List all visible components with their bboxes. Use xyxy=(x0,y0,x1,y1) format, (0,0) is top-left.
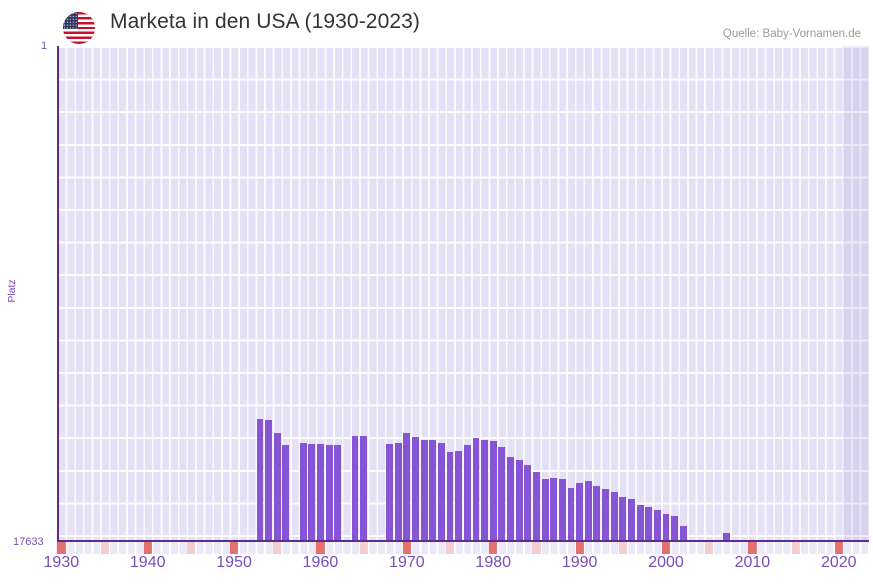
x-axis-tick-label: 2010 xyxy=(734,554,771,571)
x-axis-tick-label: 1980 xyxy=(475,554,512,571)
bar[interactable] xyxy=(429,439,437,542)
bar[interactable] xyxy=(282,445,290,542)
bar[interactable] xyxy=(256,418,264,542)
bar[interactable] xyxy=(489,441,497,542)
x-axis-minor-tick-mark xyxy=(705,542,714,554)
bar[interactable] xyxy=(627,498,635,542)
x-axis-minor-tick-mark xyxy=(445,542,455,554)
x-axis-ticks: 1930 1940 1950 1960 1970 1980 1990 2000 2010 2020 xyxy=(44,542,869,587)
y-axis-bottom-label: 17633 xyxy=(13,536,44,548)
bar[interactable] xyxy=(498,446,506,542)
x-axis-tick-mark xyxy=(143,542,152,554)
bar[interactable] xyxy=(507,456,514,542)
x-axis-tick-mark xyxy=(402,542,411,554)
x-axis-tick-mark xyxy=(834,542,843,554)
us-flag-icon xyxy=(63,12,95,44)
bar[interactable] xyxy=(671,515,679,542)
bar[interactable] xyxy=(524,465,532,542)
x-axis-minor-tick-mark xyxy=(791,542,800,554)
x-axis-tick-mark xyxy=(575,542,584,554)
bar[interactable] xyxy=(679,525,687,542)
bar[interactable] xyxy=(394,442,402,542)
bar[interactable] xyxy=(541,479,549,542)
bar[interactable] xyxy=(273,432,281,542)
bar[interactable] xyxy=(351,435,359,542)
bar[interactable] xyxy=(386,444,394,542)
bar[interactable] xyxy=(334,445,342,542)
bar[interactable] xyxy=(532,472,540,542)
bar[interactable] xyxy=(645,507,653,542)
x-axis-tick-mark xyxy=(748,542,757,554)
bar[interactable] xyxy=(602,489,609,542)
bar-series xyxy=(57,46,869,542)
bar[interactable] xyxy=(463,445,471,542)
bar[interactable] xyxy=(576,483,584,542)
bar[interactable] xyxy=(567,487,575,542)
plot-area xyxy=(57,46,869,542)
bar[interactable] xyxy=(653,510,661,542)
recent-years-shade xyxy=(843,46,869,542)
x-axis-tick-mark xyxy=(316,542,325,554)
x-axis-tick-label: 2000 xyxy=(648,554,684,571)
x-axis-tick-label: 1950 xyxy=(216,554,252,571)
bar[interactable] xyxy=(662,514,670,542)
bar[interactable] xyxy=(317,444,324,542)
x-axis-minor-tick-mark xyxy=(359,542,368,554)
bar[interactable] xyxy=(412,437,419,542)
bar[interactable] xyxy=(325,445,333,542)
x-axis-minor-tick-mark xyxy=(618,542,627,554)
x-axis-minor-tick-mark xyxy=(532,542,541,554)
bar[interactable] xyxy=(593,486,601,542)
source-label: Quelle: Baby-Vornamen.de xyxy=(722,28,861,40)
bar[interactable] xyxy=(584,480,592,542)
x-axis-minor-tick-mark xyxy=(273,542,282,554)
x-axis-tick-mark xyxy=(229,542,239,554)
bar[interactable] xyxy=(610,491,618,542)
x-axis-tick-mark xyxy=(57,542,66,554)
bar[interactable] xyxy=(265,420,273,542)
bar[interactable] xyxy=(403,432,411,542)
x-axis-line xyxy=(57,540,869,542)
bar[interactable] xyxy=(481,439,489,542)
flag-stars xyxy=(63,12,78,30)
page-title: Marketa in den USA (1930-2023) xyxy=(110,10,421,33)
x-axis-tick-label: 1990 xyxy=(561,554,598,571)
bar[interactable] xyxy=(360,435,368,542)
bar[interactable] xyxy=(308,444,316,542)
bar[interactable] xyxy=(455,451,463,542)
y-axis-line xyxy=(57,46,59,542)
y-axis-top-label: 1 xyxy=(41,40,48,52)
bar[interactable] xyxy=(723,533,730,542)
bar[interactable] xyxy=(558,479,566,542)
bar[interactable] xyxy=(299,442,307,542)
bar[interactable] xyxy=(550,477,558,542)
x-axis-tick-label: 1960 xyxy=(302,554,339,571)
bar[interactable] xyxy=(515,459,523,542)
bar[interactable] xyxy=(636,504,644,542)
x-axis-tick-label: 1930 xyxy=(43,554,80,571)
x-axis-tick-mark xyxy=(489,542,498,554)
bar[interactable] xyxy=(446,452,454,542)
x-axis-minor-tick-mark xyxy=(100,542,109,554)
x-axis-tick-mark xyxy=(661,542,671,554)
y-axis-title: Platz xyxy=(6,279,18,303)
chart-header: Marketa in den USA (1930-2023) Quelle: B… xyxy=(0,0,873,46)
x-axis-tick-label: 2020 xyxy=(820,554,857,571)
x-axis-minor-tick-mark xyxy=(186,542,195,554)
bar[interactable] xyxy=(420,439,428,542)
bar[interactable] xyxy=(472,438,480,542)
bar[interactable] xyxy=(437,442,445,542)
bar[interactable] xyxy=(619,497,627,542)
plot-horizontal-gridlines xyxy=(57,46,869,542)
flag-canton xyxy=(63,12,78,30)
x-axis-tick-label: 1970 xyxy=(389,554,425,571)
x-axis-tick-label: 1940 xyxy=(129,554,166,571)
